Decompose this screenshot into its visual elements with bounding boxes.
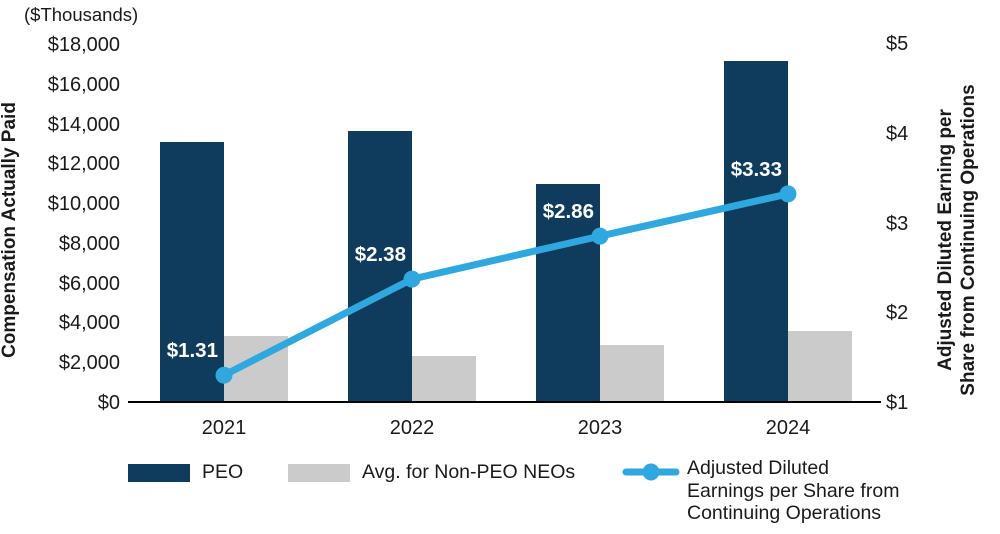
x-axis-line [128, 401, 881, 403]
x-axis-label-2023: 2023 [577, 417, 623, 439]
bar-non-peo-2021 [224, 336, 288, 403]
left-axis-tick-0: $0 [97, 392, 120, 414]
right-axis-tick-5: $5 [886, 33, 909, 55]
eps-point-label-2024: $3.33 [730, 157, 782, 181]
left-axis-tick-10000: $10,000 [47, 193, 120, 216]
legend-label-eps-line-2: Earnings per Share from [687, 479, 900, 502]
eps-point-label-2021: $1.31 [166, 339, 218, 363]
legend-item-eps: Adjusted Diluted Earnings per Share from… [622, 457, 899, 525]
bar-peo-2021 [160, 142, 224, 403]
legend-label-peo: PEO [202, 461, 244, 483]
legend-label-non-peo: Avg. for Non-PEO NEOs [362, 461, 576, 483]
legend-swatch-non-peo [288, 463, 350, 482]
x-axis-label-2024: 2024 [765, 417, 811, 439]
left-axis-tick-8000: $8,000 [58, 232, 120, 255]
legend-item-peo: PEO [128, 461, 243, 484]
left-axis-tick-6000: $6,000 [58, 272, 120, 295]
legend-label-eps-line-3: Continuing Operations [687, 502, 882, 524]
legend-item-non-peo: Avg. for Non-PEO NEOs [288, 461, 575, 484]
legend-label-eps-line-1: Adjusted Diluted [687, 457, 830, 479]
eps-point-label-2023: $2.86 [542, 200, 594, 224]
bar-non-peo-2022 [412, 356, 476, 403]
legend-label-eps: Adjusted Diluted Earnings per Share from… [687, 457, 899, 525]
left-axis-tick-14000: $14,000 [47, 113, 120, 136]
right-axis-tick-1: $1 [886, 392, 909, 414]
left-axis-tick-12000: $12,000 [47, 153, 120, 176]
bar-non-peo-2023 [600, 345, 664, 403]
legend-line-marker-icon [622, 463, 680, 481]
legend-swatch-peo [128, 463, 190, 482]
left-axis-tick-16000: $16,000 [47, 73, 120, 96]
eps-point-label-2022: $2.38 [354, 243, 406, 267]
left-axis-tick-4000: $4,000 [58, 312, 120, 335]
right-axis-tick-3: $3 [886, 212, 909, 235]
right-axis-tick-4: $4 [886, 122, 909, 145]
right-axis-tick-2: $2 [886, 302, 909, 325]
bar-peo-2024 [724, 60, 788, 403]
bar-non-peo-2024 [788, 331, 852, 403]
x-axis-label-2022: 2022 [389, 417, 435, 439]
left-axis-unit-label: ($Thousands) [24, 4, 139, 25]
left-axis-tick-2000: $2,000 [58, 352, 120, 375]
x-axis-label-2021: 2021 [201, 417, 247, 439]
left-axis-tick-18000: $18,000 [47, 34, 120, 56]
